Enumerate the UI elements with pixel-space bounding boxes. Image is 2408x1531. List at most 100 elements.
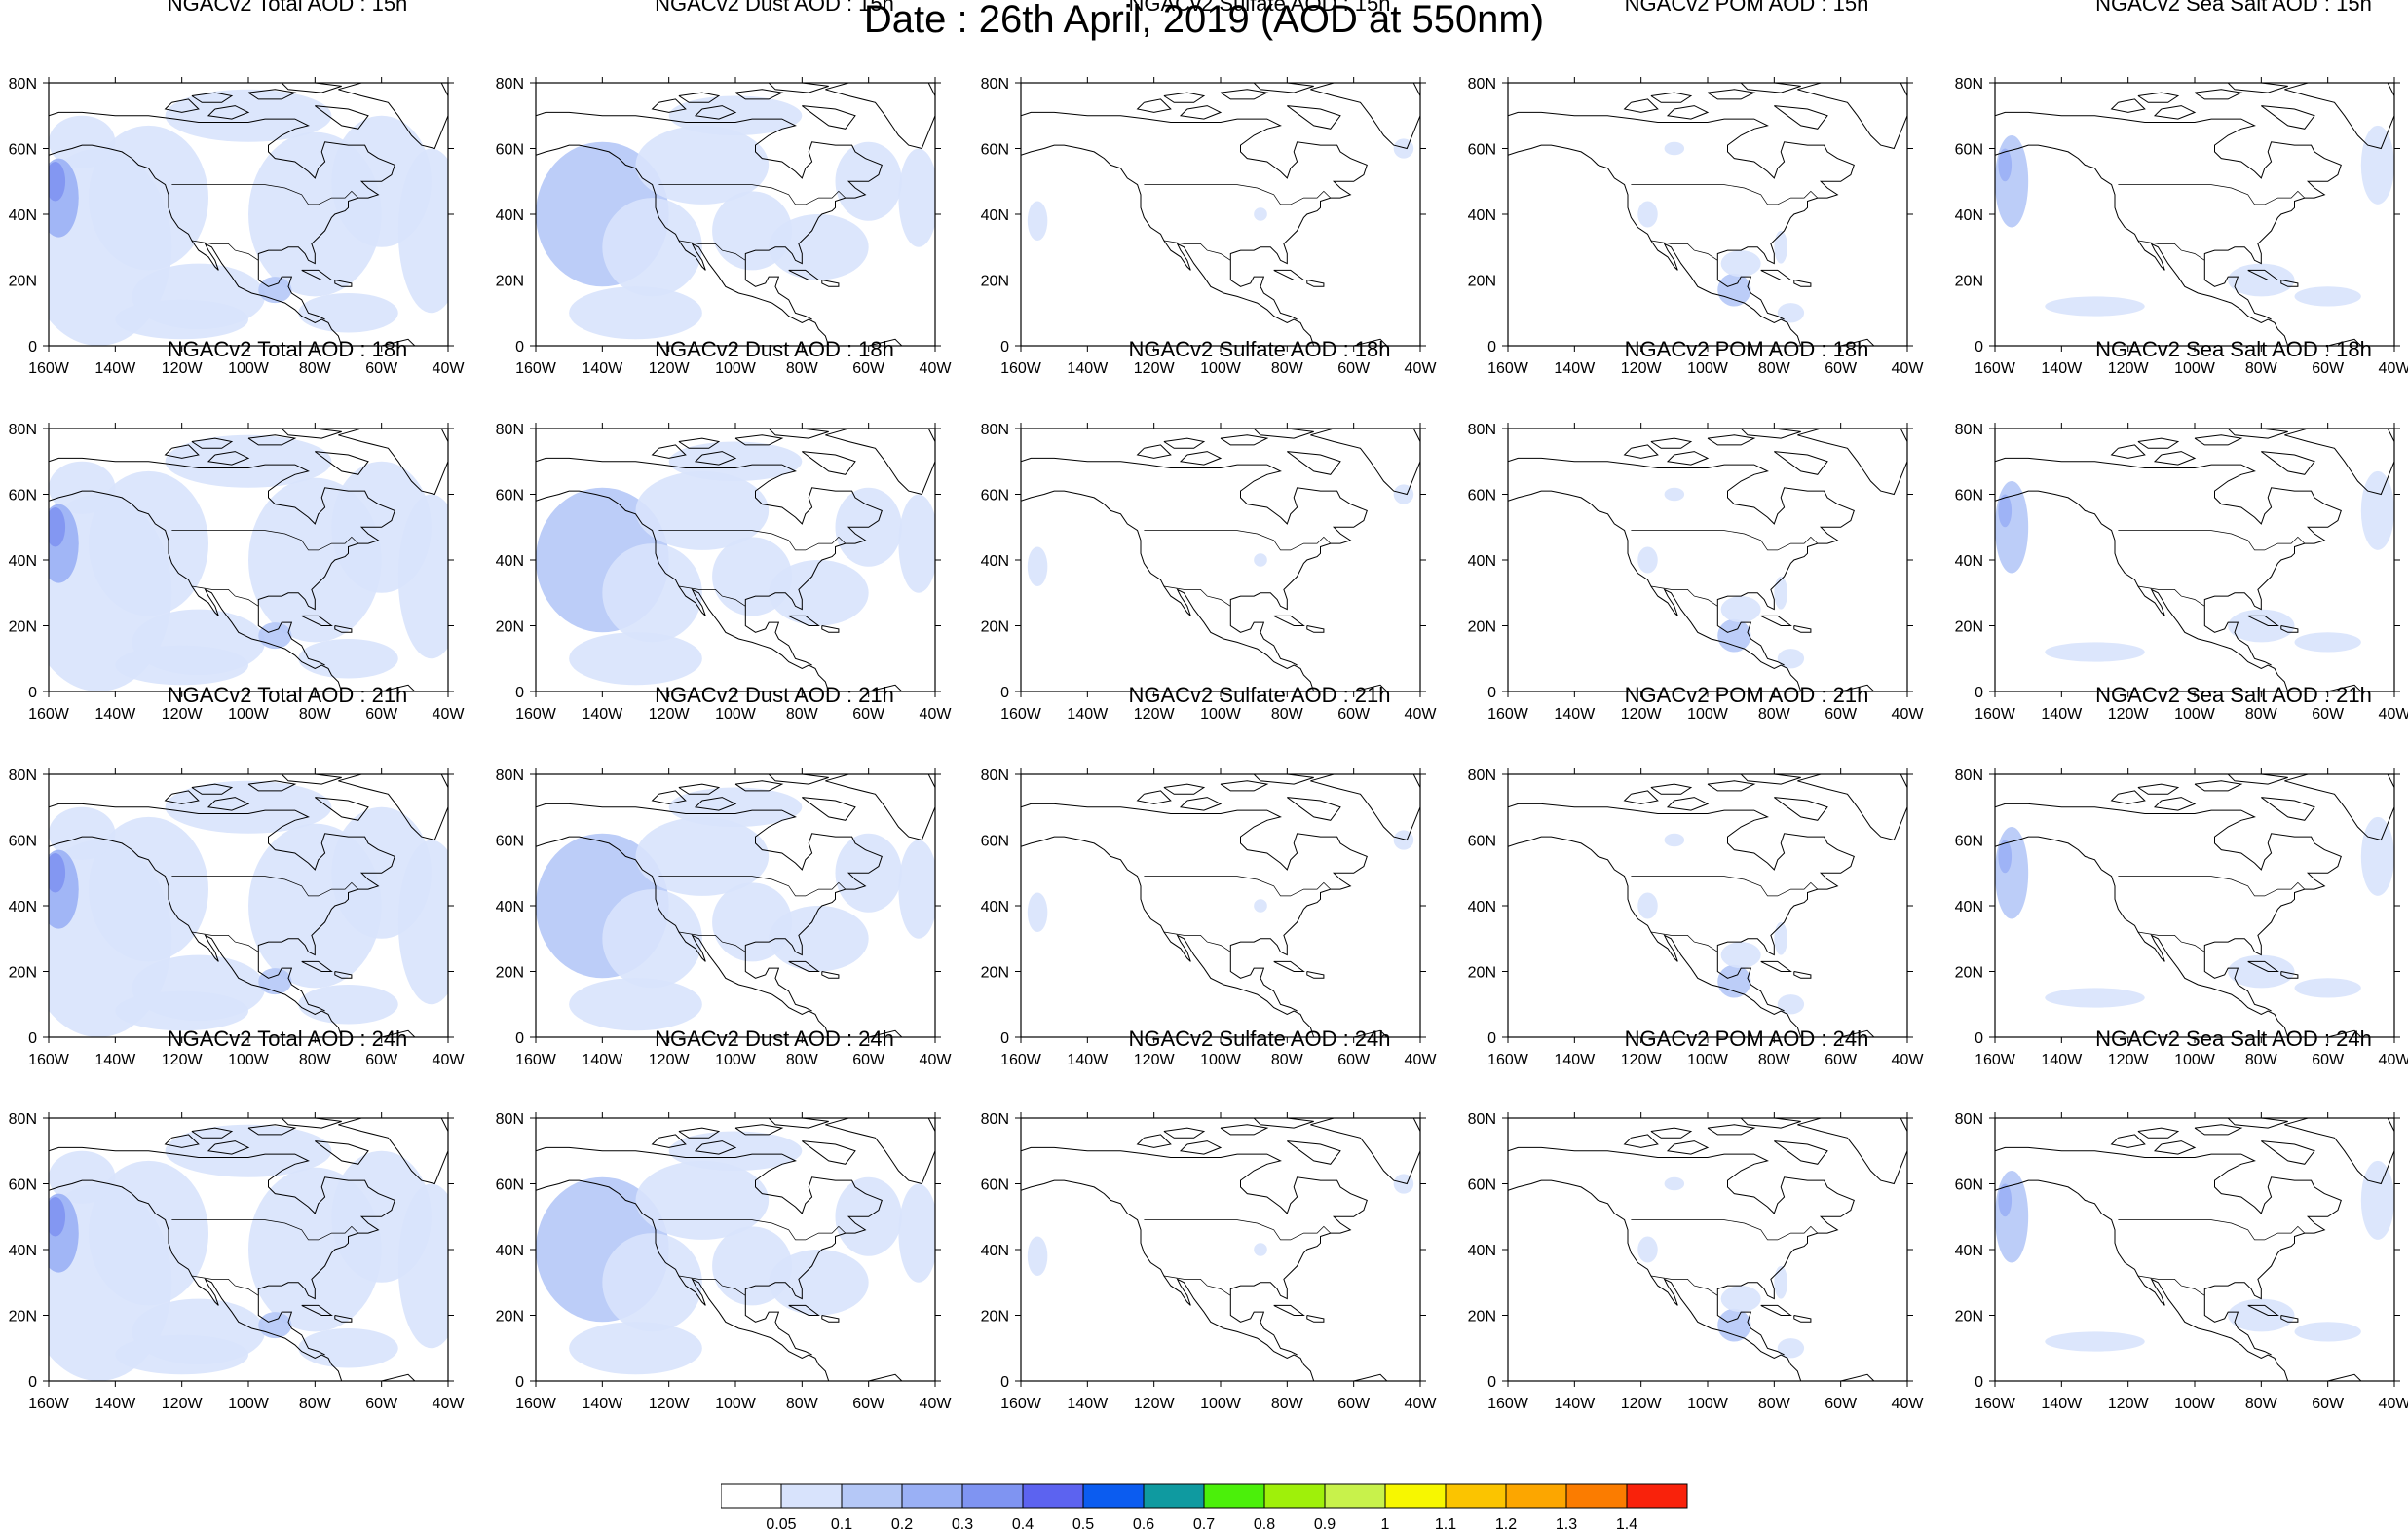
aod-region <box>1254 1243 1267 1256</box>
lat-tick-label: 20N <box>1955 274 1983 290</box>
lat-tick-label: 60N <box>496 488 524 504</box>
lat-tick-label: 40N <box>1955 1243 1983 1259</box>
aod-region <box>1995 1171 2029 1263</box>
aod-region <box>1717 1308 1751 1342</box>
aod-region <box>1393 830 1414 850</box>
lon-tick-label: 120W <box>649 706 691 723</box>
lat-tick-label: 20N <box>1955 619 1983 636</box>
panel-title: NGACv2 Dust AOD : 15h <box>655 0 894 16</box>
lon-tick-label: 60W <box>1825 1052 1858 1068</box>
lon-tick-label: 40W <box>433 1052 466 1068</box>
aod-field <box>1027 138 1414 241</box>
lat-tick-label: 60N <box>981 1177 1009 1194</box>
lat-tick-label: 40N <box>9 553 37 570</box>
map-plot: 160W 140W 120W 100W 80W 60W 40W 0 20N 40N 60N 80N <box>1955 767 2408 1068</box>
lat-tick-label: 20N <box>496 1309 524 1326</box>
coastline <box>1995 1118 2394 1381</box>
lon-tick-label: 120W <box>1621 1396 1663 1412</box>
lat-tick-label: 80N <box>1955 767 1983 784</box>
aod-region <box>49 806 116 860</box>
aod-region <box>2294 1322 2361 1342</box>
coastline <box>1508 774 1907 1037</box>
lat-tick-label: 0 <box>1975 685 1983 701</box>
map-plot: 160W 140W 120W 100W 80W 60W 40W 0 20N 40N 60N 80N <box>1468 1111 1925 1412</box>
map-panel-seasalt-24h: NGACv2 Sea Salt AOD : 24h 160W 140W 120W 100… <box>1955 1027 2408 1439</box>
colorbar-label: 0.6 <box>1133 1516 1154 1531</box>
lon-tick-label: 140W <box>582 1396 623 1412</box>
aod-region <box>668 95 803 135</box>
lon-tick-label: 60W <box>1337 1396 1371 1412</box>
lon-tick-label: 120W <box>1134 706 1176 723</box>
colorbar-label: 0.3 <box>952 1516 973 1531</box>
coastline <box>536 1118 935 1381</box>
aod-region <box>1777 649 1805 669</box>
aod-region <box>49 1197 66 1237</box>
lon-tick-label: 140W <box>94 360 136 377</box>
aod-region <box>2360 470 2394 550</box>
lon-tick-label: 160W <box>1487 1396 1529 1412</box>
aod-region <box>397 148 448 314</box>
lon-tick-label: 160W <box>1487 360 1529 377</box>
aod-region <box>769 906 869 972</box>
lon-tick-label: 120W <box>2108 706 2150 723</box>
lon-tick-label: 160W <box>515 1052 557 1068</box>
aod-region <box>569 1322 702 1375</box>
lat-tick-label: 80N <box>1955 76 1983 93</box>
map-plot: 160W 140W 120W 100W 80W 60W 40W 0 20N 40N 60N 80N <box>9 1111 466 1412</box>
map-plot: 160W 140W 120W 100W 80W 60W 40W 0 20N 40N 60N 80N <box>496 767 953 1068</box>
aod-region <box>1998 840 2013 874</box>
lat-tick-label: 0 <box>1000 685 1009 701</box>
panel-title: NGACv2 Sulfate AOD : 24h <box>1128 1027 1391 1051</box>
map-plot: 160W 140W 120W 100W 80W 60W 40W 0 20N 40N 60N 80N <box>1955 1111 2408 1412</box>
lon-tick-label: 100W <box>228 360 270 377</box>
map-plot: 160W 140W 120W 100W 80W 60W 40W 0 20N 40N 60N 80N <box>1955 76 2408 377</box>
aod-region <box>115 1334 248 1375</box>
lat-tick-label: 0 <box>1000 1030 1009 1047</box>
lon-tick-label: 160W <box>28 706 70 723</box>
map-panel-total-24h: NGACv2 Total AOD : 24h 160W 140W 120W 100W 80… <box>9 1027 466 1439</box>
lat-tick-label: 80N <box>9 76 37 93</box>
lon-tick-label: 100W <box>1200 706 1242 723</box>
lon-tick-label: 120W <box>162 1396 204 1412</box>
aod-region <box>298 1328 398 1368</box>
coastline <box>1021 774 1420 1037</box>
aod-region <box>1393 484 1414 504</box>
aod-region <box>1720 596 1761 623</box>
lat-tick-label: 80N <box>981 767 1009 784</box>
lat-tick-label: 0 <box>1487 1030 1496 1047</box>
panel-title: NGACv2 Sea Salt AOD : 15h <box>2095 0 2372 16</box>
lon-tick-label: 140W <box>2041 1396 2083 1412</box>
lat-tick-label: 0 <box>28 685 37 701</box>
lat-tick-label: 40N <box>1955 207 1983 224</box>
map-panel-sulfate-21h: NGACv2 Sulfate AOD : 21h 160W 140W 120W 100W… <box>981 683 1438 1096</box>
colorbar-label: 1 <box>1381 1516 1390 1531</box>
aod-region <box>1777 1338 1805 1359</box>
lon-tick-label: 140W <box>582 1052 623 1068</box>
lon-tick-label: 160W <box>1000 706 1042 723</box>
lon-tick-label: 60W <box>1825 360 1858 377</box>
lat-tick-label: 20N <box>981 965 1009 982</box>
lon-tick-label: 40W <box>1892 1396 1925 1412</box>
map-plot: 160W 140W 120W 100W 80W 60W 40W 0 20N 40N 60N 80N <box>9 76 466 377</box>
lat-tick-label: 0 <box>515 1030 524 1047</box>
aod-field <box>49 780 448 1037</box>
aod-region <box>165 89 332 142</box>
lon-tick-label: 80W <box>299 706 332 723</box>
aod-region <box>89 470 208 616</box>
map-panel-pom-21h: NGACv2 POM AOD : 21h 160W 140W 120W 100W 80W 6… <box>1468 683 1925 1096</box>
coastline <box>536 429 935 691</box>
aod-region <box>668 1131 803 1171</box>
aod-field <box>1637 141 1805 323</box>
lon-tick-label: 60W <box>2312 1052 2345 1068</box>
panel-title: NGACv2 Sea Salt AOD : 24h <box>2095 1027 2372 1051</box>
lat-tick-label: 20N <box>9 619 37 636</box>
lon-tick-label: 40W <box>920 1396 953 1412</box>
lat-tick-label: 60N <box>9 488 37 504</box>
lat-tick-label: 60N <box>1955 1177 1983 1194</box>
panel-title: NGACv2 Dust AOD : 18h <box>655 337 894 361</box>
lon-tick-label: 120W <box>1621 360 1663 377</box>
aod-region <box>2294 286 2361 307</box>
lat-tick-label: 20N <box>496 965 524 982</box>
lon-tick-label: 60W <box>365 360 398 377</box>
aod-region <box>49 1150 116 1204</box>
